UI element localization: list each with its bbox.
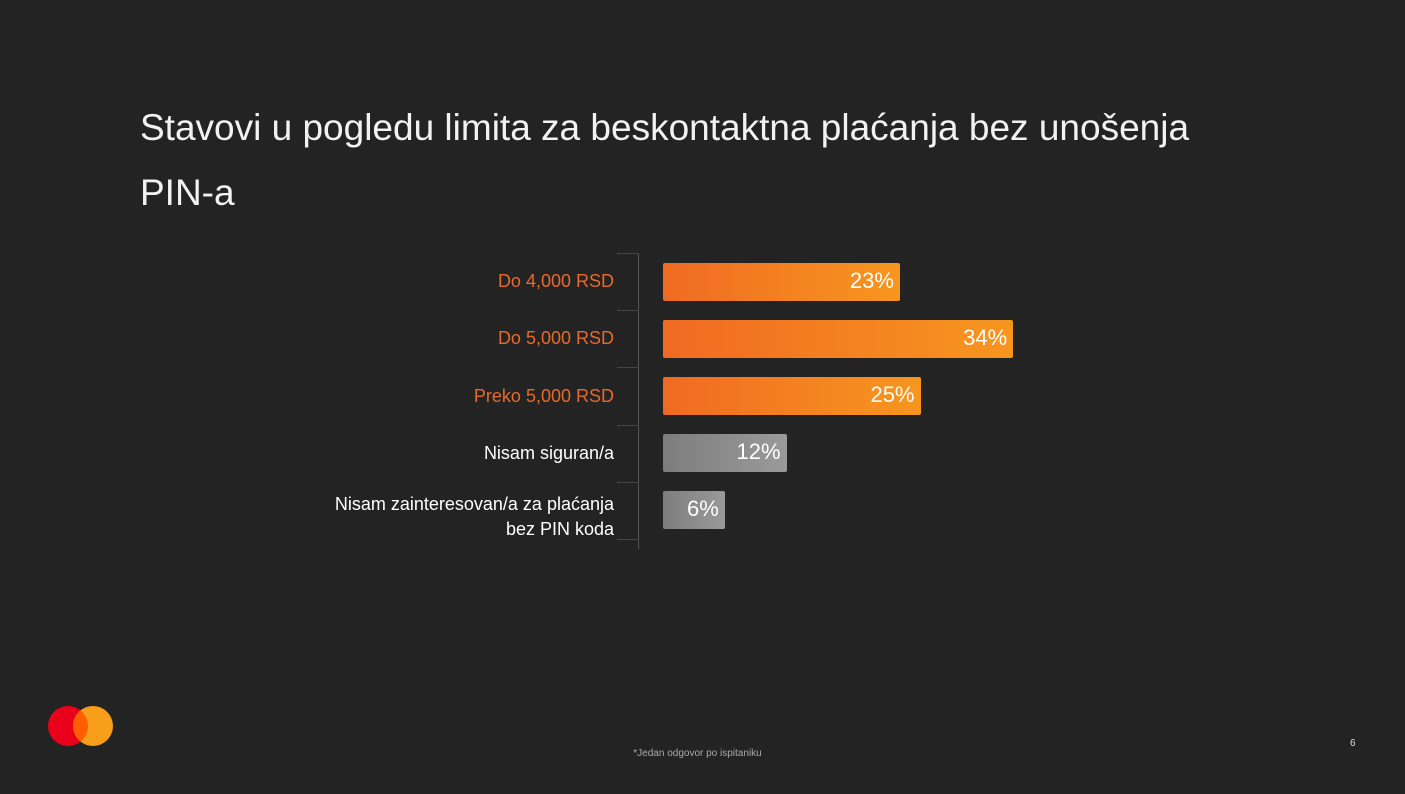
- chart-title: Stavovi u pogledu limita za beskontaktna…: [140, 107, 1190, 213]
- bar: [663, 377, 921, 415]
- value-label: 34%: [963, 324, 1008, 350]
- bar: [663, 262, 900, 301]
- bar: [663, 434, 787, 473]
- bar: [663, 319, 1014, 358]
- tick-mark: [617, 424, 639, 426]
- axis-line: [638, 253, 639, 549]
- category-label: Do 5,000 RSD: [497, 328, 614, 349]
- tick-mark: [617, 310, 639, 312]
- category-label: Do 4,000 RSD: [497, 271, 614, 292]
- tick-mark: [617, 481, 639, 483]
- bar: [663, 491, 725, 530]
- value-label: 23%: [849, 267, 894, 293]
- logo: [48, 706, 113, 746]
- category-label: Nisam siguran/a: [483, 442, 614, 463]
- value-label: 6%: [687, 496, 719, 522]
- category-label: Nisam zainteresovan/a za plaćanja bez PI…: [334, 494, 614, 540]
- tick-mark: [617, 539, 639, 540]
- category-label: Preko 5,000 RSD: [473, 385, 614, 406]
- page-number: 6: [1350, 738, 1356, 749]
- footnote: *Jedan odgovor po ispitaniku: [633, 748, 762, 759]
- tick-mark: [617, 367, 639, 369]
- value-label: 25%: [870, 382, 915, 407]
- value-label: 12%: [736, 439, 781, 465]
- tick-mark: [617, 253, 639, 254]
